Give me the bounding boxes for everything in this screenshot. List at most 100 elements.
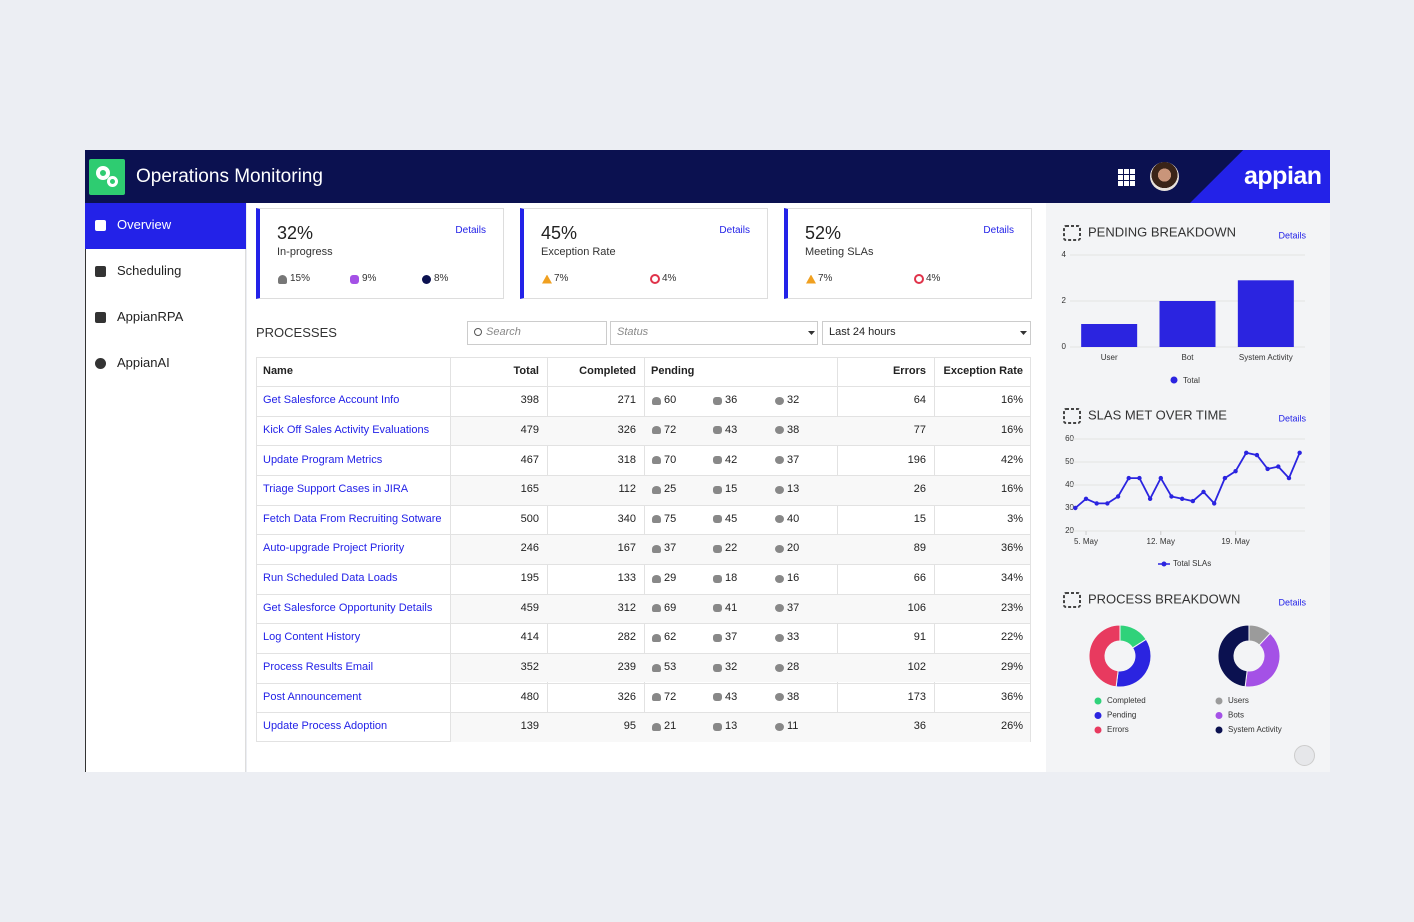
process-link[interactable]: Run Scheduled Data Loads (263, 572, 398, 585)
cell-errors: 102 (907, 661, 926, 674)
cell-pending: 11 (787, 720, 799, 733)
point (1094, 501, 1099, 506)
process-link[interactable]: Process Results Email (263, 661, 374, 674)
legend-label: Total (1183, 376, 1200, 385)
cell-pending: 42 (725, 453, 738, 466)
point (1105, 501, 1110, 506)
nav-item[interactable]: AppianRPA (117, 309, 184, 325)
column-header: Pending (651, 365, 695, 378)
legend-swatch (1094, 697, 1102, 705)
kpi-stat: 15% (290, 273, 311, 284)
pending-icon (652, 693, 661, 702)
nav-item[interactable]: Overview (117, 217, 172, 233)
cell-completed: 312 (617, 601, 636, 614)
pending-icon (713, 396, 722, 405)
cell-pending: 25 (664, 483, 677, 496)
stat-icon (350, 274, 359, 284)
nav-icon (95, 265, 106, 277)
app-grid-icon[interactable] (1118, 169, 1135, 186)
details-link[interactable]: Details (1278, 597, 1306, 607)
cell-pending: 37 (664, 542, 677, 555)
range-dropdown[interactable] (822, 321, 1031, 345)
cell-errors: 91 (913, 631, 926, 644)
row-stripe (451, 594, 1030, 624)
legend-swatch (1094, 712, 1102, 719)
warning-icon (542, 274, 552, 284)
pending-icon (713, 693, 722, 702)
pending-icon (775, 722, 784, 731)
scroll-button[interactable] (1294, 745, 1315, 766)
process-link[interactable]: Update Process Adoption (263, 720, 388, 733)
chart-title: SLAS MET OVER TIME (1088, 407, 1227, 422)
cell-rate: 34% (1000, 572, 1023, 585)
pending-icon (652, 485, 661, 494)
search-box[interactable] (467, 321, 607, 345)
legend-label: Users (1228, 696, 1249, 705)
avatar[interactable] (1150, 162, 1179, 191)
details-link[interactable]: Details (983, 225, 1014, 236)
section-title: PROCESSES (256, 325, 337, 341)
cell-pending: 72 (664, 423, 677, 436)
cell-pending: 53 (664, 661, 677, 674)
stat-icon (278, 274, 287, 284)
chart-icon (1063, 408, 1081, 424)
pending-icon (713, 663, 722, 672)
line (1074, 451, 1301, 509)
logo-gear (96, 166, 110, 180)
process-link[interactable]: Fetch Data From Recruiting Sotware (263, 512, 442, 525)
search-placeholder: Search (486, 326, 521, 339)
y-tick-label: 0 (1062, 342, 1067, 351)
details-link[interactable]: Details (719, 225, 750, 236)
point (1254, 452, 1260, 458)
kpi-card (520, 208, 768, 299)
nav-item[interactable]: AppianAI (117, 355, 170, 371)
chart-icon (1063, 592, 1081, 608)
nav-item[interactable]: Scheduling (117, 263, 182, 279)
nav-icon (95, 311, 106, 323)
x-tick-label: Bot (1181, 353, 1194, 362)
donut-slice (1217, 624, 1250, 688)
y-tick-label: 60 (1065, 434, 1074, 443)
cell-rate: 16% (1000, 394, 1023, 407)
process-link[interactable]: Log Content History (263, 631, 361, 644)
process-link[interactable]: Get Salesforce Account Info (263, 394, 400, 407)
process-link[interactable]: Auto-upgrade Project Priority (263, 542, 405, 555)
pending-icon (775, 515, 784, 524)
details-link[interactable]: Details (455, 225, 486, 236)
cell-pending: 40 (787, 512, 800, 525)
process-link[interactable]: Post Announcement (263, 690, 362, 703)
table-row (257, 682, 1030, 684)
kpi-label: In-progress (277, 246, 333, 259)
caret (808, 331, 815, 335)
cell-rate: 16% (1000, 423, 1023, 436)
dropdown-placeholder: Status (617, 326, 649, 339)
cell-completed: 167 (617, 542, 636, 555)
process-link[interactable]: Get Salesforce Opportunity Details (263, 601, 433, 614)
bar (1237, 280, 1294, 347)
pending-icon (775, 663, 784, 672)
cell-pending: 32 (787, 394, 800, 407)
process-link[interactable]: Triage Support Cases in JIRA (263, 483, 409, 496)
cell-rate: 36% (1000, 690, 1023, 703)
cell-completed: 326 (617, 423, 636, 436)
details-link[interactable]: Details (1278, 230, 1306, 240)
kpi-stat: 4% (926, 273, 941, 284)
cell-pending: 37 (787, 453, 800, 466)
details-link[interactable]: Details (1278, 413, 1306, 423)
dropdown-value: Last 24 hours (829, 326, 896, 339)
pending-icon (652, 456, 661, 465)
pending-icon (713, 604, 722, 613)
process-link[interactable]: Kick Off Sales Activity Evaluations (263, 423, 430, 436)
kpi-card (784, 208, 1032, 299)
legend-swatch (1170, 376, 1178, 384)
cell-total: 479 (520, 423, 539, 436)
y-tick-label: 20 (1065, 526, 1074, 535)
cell-pending: 75 (664, 512, 677, 525)
row-stripe (451, 475, 1030, 505)
point (1115, 494, 1121, 499)
cell-pending: 60 (664, 394, 677, 407)
status-dropdown[interactable] (610, 321, 818, 345)
cell-total: 139 (520, 720, 539, 733)
cell-pending: 62 (664, 631, 677, 644)
process-link[interactable]: Update Program Metrics (263, 453, 383, 466)
